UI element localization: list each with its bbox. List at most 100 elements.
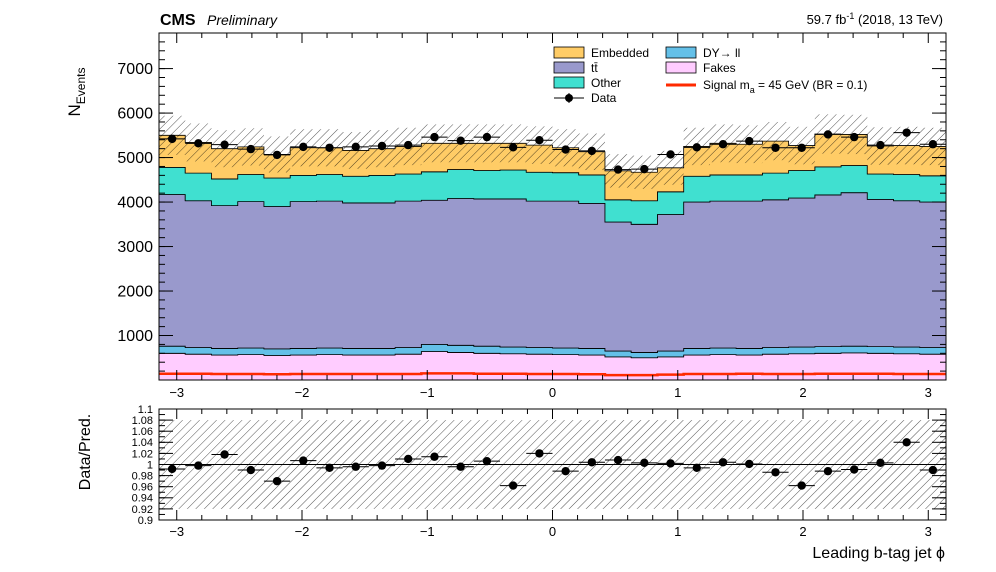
ratio-point <box>447 462 474 471</box>
legend-label-dy: DY→ ll <box>703 46 740 60</box>
legend-label-embedded: Embedded <box>591 46 649 60</box>
ratio-point <box>788 481 815 490</box>
legend-swatch-other <box>553 76 585 89</box>
ratio-point <box>762 468 789 477</box>
y-tick-label: 2000 <box>117 284 153 301</box>
ratio-point <box>867 458 894 468</box>
legend-label-data: Data <box>591 91 617 105</box>
x-tick-label: 1 <box>674 385 681 400</box>
legend-swatch-embedded <box>553 46 585 59</box>
ratio-point <box>631 458 658 468</box>
data-point <box>473 132 501 142</box>
data-point <box>604 165 632 174</box>
ratio-point <box>814 466 842 476</box>
legend-swatch-tt <box>553 61 585 74</box>
signal-line <box>159 372 946 377</box>
data-point <box>762 143 789 152</box>
x-tick-label: −1 <box>420 385 435 400</box>
ratio-point <box>237 465 264 475</box>
stack-layer-tt <box>158 192 947 353</box>
y-tick-label: 7000 <box>117 61 153 78</box>
y-tick-label: 3000 <box>117 239 153 256</box>
main-y-label-base: N <box>65 104 84 116</box>
x-tick-label: 2 <box>799 524 806 539</box>
data-point <box>211 140 238 149</box>
data-point <box>631 164 658 174</box>
x-tick-label: −2 <box>295 385 310 400</box>
legend-label-signal: Signal ma = 45 GeV (BR = 0.1) <box>703 78 867 95</box>
data-point <box>657 150 684 159</box>
data-point <box>526 136 553 145</box>
y-tick-label: 1.08 <box>132 415 153 427</box>
data-point <box>919 140 946 149</box>
signal-curve <box>159 372 946 377</box>
legend-signal-base: Signal m <box>703 78 750 92</box>
ratio-point <box>421 452 448 461</box>
data-point <box>368 141 396 151</box>
ratio-point <box>368 461 396 470</box>
y-tick-label: 1.06 <box>132 426 153 438</box>
ratio-y-label: Data/Pred. <box>77 414 94 490</box>
legend-label-tt: tt̄ <box>591 61 598 75</box>
ratio-point <box>185 461 212 470</box>
legend-signal-tail: = 45 GeV (BR = 0.1) <box>755 78 868 92</box>
data-point <box>395 140 422 150</box>
y-tick-label: 0.9 <box>138 515 153 527</box>
ratio-point <box>526 449 553 458</box>
ratio-point <box>316 463 343 473</box>
x-tick-label: 0 <box>549 385 556 400</box>
y-tick-label: 1.02 <box>132 448 153 460</box>
data-point <box>500 143 527 152</box>
legend-label-other: Other <box>591 76 621 90</box>
data-point <box>867 140 894 150</box>
x-tick-label: −2 <box>295 524 310 539</box>
ratio-point <box>263 476 291 486</box>
lumi-tail: (2018, 13 TeV) <box>854 12 943 27</box>
y-tick-label: 0.92 <box>132 504 153 516</box>
data-point <box>578 146 605 156</box>
ratio-point <box>893 438 920 447</box>
uncertainty-bin <box>473 124 501 163</box>
data-point <box>290 142 317 152</box>
data-points <box>159 128 946 174</box>
data-point <box>788 143 815 152</box>
uncertainty-band <box>159 114 946 189</box>
uncertainty-bin <box>421 124 448 163</box>
data-point <box>263 150 291 160</box>
lumi-label: 59.7 fb-1 (2018, 13 TeV) <box>807 11 943 27</box>
lumi-exponent: -1 <box>846 11 854 21</box>
legend-label-fakes: Fakes <box>703 61 736 75</box>
status-label: Preliminary <box>207 12 278 28</box>
legend-swatch-dy <box>665 46 697 59</box>
data-point <box>841 132 868 142</box>
data-point <box>683 143 710 152</box>
ratio-point <box>657 459 684 468</box>
x-tick-label: −1 <box>420 524 435 539</box>
y-tick-label: 5000 <box>117 150 153 167</box>
ratio-point <box>552 466 579 476</box>
data-point <box>159 134 186 144</box>
lumi-base: 59.7 fb <box>807 12 847 27</box>
x-tick-label: −3 <box>169 524 184 539</box>
x-tick-label: 3 <box>925 385 932 400</box>
y-tick-label: 1.04 <box>132 437 153 449</box>
main-y-axis: 1000 2000 3000 4000 5000 6000 7000 <box>117 32 946 372</box>
data-point <box>736 136 763 146</box>
x-tick-label: 2 <box>799 385 806 400</box>
data-point <box>709 140 737 149</box>
y-tick-label: 0.96 <box>132 482 153 494</box>
data-point <box>421 132 448 142</box>
y-tick-label: 1.1 <box>138 404 153 416</box>
ratio-panel: 0.90.920.940.960.9811.021.041.061.081.1 … <box>77 404 947 562</box>
ratio-point <box>395 454 422 464</box>
y-tick-label: 0.98 <box>132 470 153 482</box>
ratio-point <box>159 464 186 474</box>
legend-swatch-fakes <box>665 61 697 74</box>
ratio-point <box>342 462 369 471</box>
x-tick-label: 1 <box>674 524 681 539</box>
ratio-points <box>159 438 946 490</box>
y-tick-label: 0.94 <box>132 493 153 505</box>
data-point <box>237 144 264 154</box>
